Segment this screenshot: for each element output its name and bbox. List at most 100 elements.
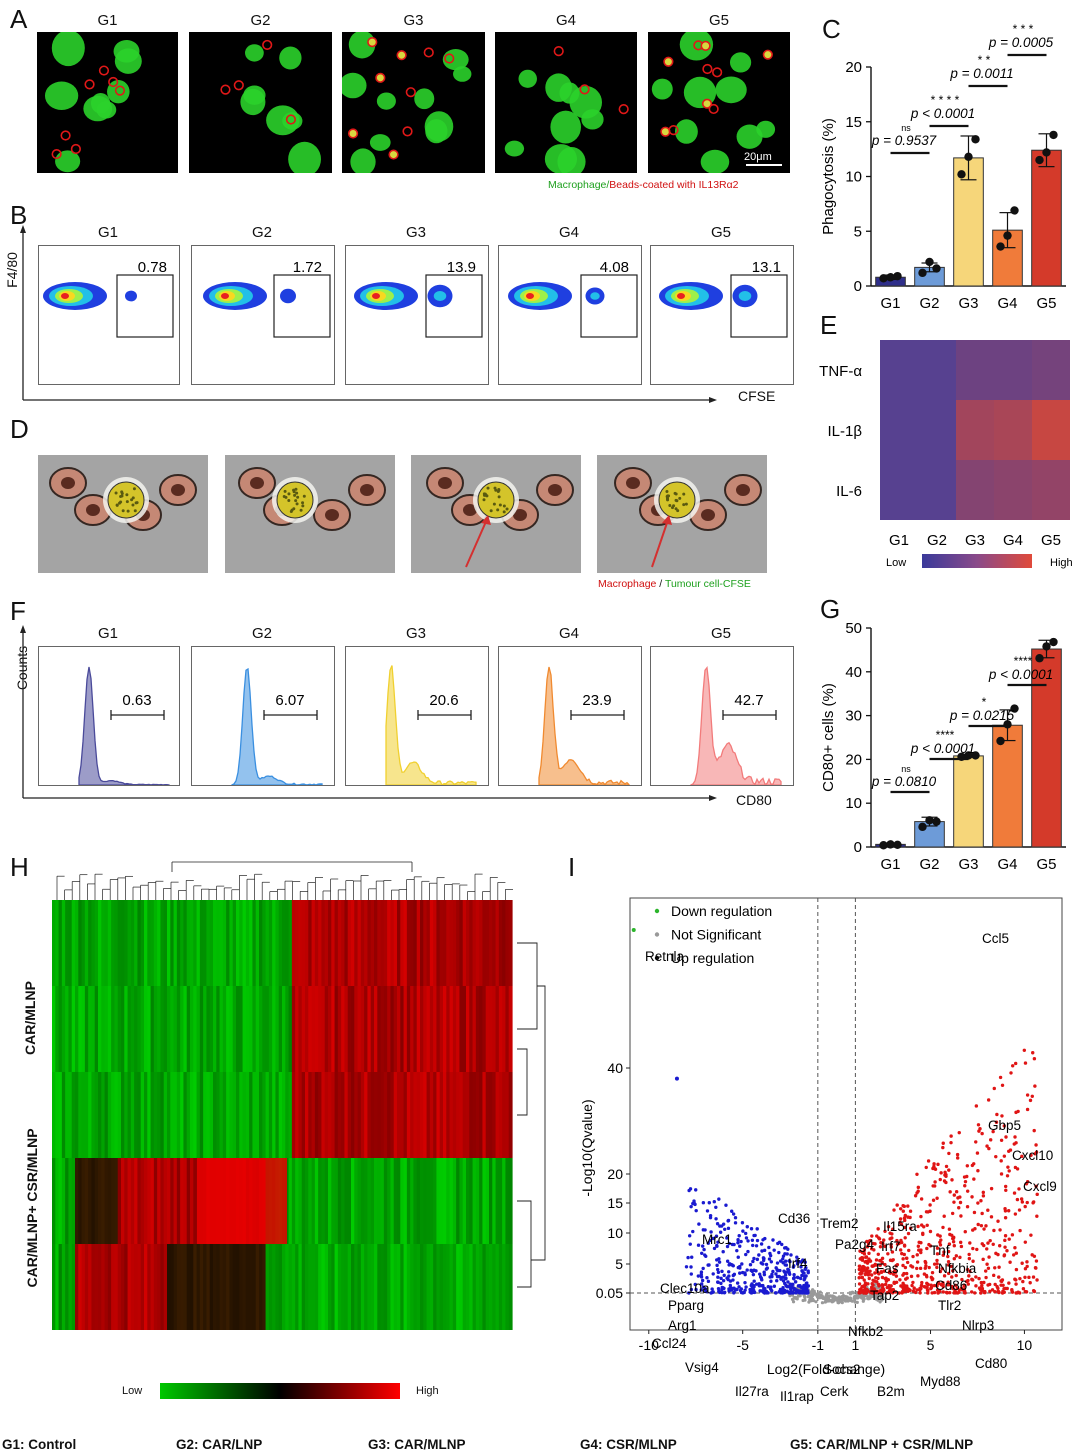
heatmap-cell bbox=[880, 460, 918, 520]
gene-label: Trem2 bbox=[820, 1216, 859, 1231]
timelapse-frame-3 bbox=[411, 455, 581, 573]
panel-a-legend: Macrophage/Beads-coated with IL13Rα2 bbox=[548, 179, 739, 191]
gene-label: Fas bbox=[876, 1261, 899, 1276]
x-tick-label: G1 bbox=[880, 295, 900, 312]
panel-b-group-label: G2 bbox=[251, 224, 272, 241]
gene-label: Vsig4 bbox=[685, 1360, 719, 1375]
gate-percentage: 13.9 bbox=[447, 259, 476, 276]
data-point bbox=[971, 751, 980, 760]
panel-d-label: D bbox=[10, 414, 29, 444]
significance-stars: * * * * bbox=[931, 93, 960, 107]
panel-b-group-label: G5 bbox=[710, 224, 731, 241]
timelapse-frame-2 bbox=[225, 455, 395, 573]
panel-f-axes bbox=[20, 625, 717, 801]
micrograph-cells bbox=[189, 32, 332, 173]
panel-i-label: I bbox=[568, 852, 576, 882]
x-tick-label: G1 bbox=[880, 856, 900, 873]
heatmap-col-label: G1 bbox=[889, 532, 909, 549]
gene-label: Il15ra bbox=[883, 1219, 917, 1234]
data-point bbox=[918, 822, 927, 832]
heatmap-color-scale bbox=[922, 554, 1032, 568]
gene-label: Cd36 bbox=[778, 1211, 810, 1226]
panel-a-group-label: G2 bbox=[250, 12, 271, 29]
y-tick-label: 40 bbox=[607, 1060, 623, 1076]
heatmap-cell bbox=[956, 400, 994, 460]
heatmap-cell bbox=[1032, 400, 1070, 460]
gate-percentage: 0.78 bbox=[138, 259, 167, 276]
histogram-curve: 20.6 bbox=[385, 665, 477, 786]
data-point bbox=[918, 268, 927, 278]
bar-g3 bbox=[953, 755, 984, 848]
timelapse-cells bbox=[411, 455, 581, 573]
histogram-g5: 42.7 bbox=[650, 646, 794, 786]
heatmap-cell bbox=[918, 460, 956, 520]
heatmap-row-label: IL-6 bbox=[836, 483, 862, 500]
bar-g4 bbox=[992, 724, 1023, 848]
x-tick-label: G2 bbox=[919, 856, 939, 873]
timelapse-frame-1 bbox=[38, 455, 208, 573]
x-tick-label: G3 bbox=[958, 295, 978, 312]
gene-label: Irf7 bbox=[881, 1239, 901, 1254]
timelapse-cells bbox=[225, 455, 395, 573]
timelapse-frame-4 bbox=[597, 455, 767, 573]
bar-g5 bbox=[1031, 149, 1062, 287]
heatmap-col-label: G4 bbox=[1003, 532, 1023, 549]
micrograph-g2 bbox=[189, 32, 332, 173]
scale-bar-label: 20μm bbox=[744, 151, 772, 163]
legend-macrophage-d: Macrophage bbox=[598, 578, 657, 590]
significance-stars: **** bbox=[1014, 654, 1033, 668]
histogram-curve: 0.63 bbox=[78, 666, 170, 786]
gene-label: Cerk bbox=[820, 1384, 849, 1399]
micrograph-cells bbox=[37, 32, 178, 173]
significance-stars: ns bbox=[901, 764, 911, 774]
scale-low-label: Low bbox=[886, 557, 906, 569]
x-tick-label: G2 bbox=[919, 295, 939, 312]
gene-label: Tlr2 bbox=[938, 1298, 961, 1313]
panel-f-group-label: G2 bbox=[251, 625, 272, 642]
histogram-curve: 23.9 bbox=[538, 666, 630, 786]
heatmap-cell bbox=[1032, 340, 1070, 400]
p-value-label: p < 0.0001 bbox=[988, 667, 1053, 682]
y-axis-label: CD80+ cells (%) bbox=[820, 683, 837, 792]
heatmap-cell bbox=[956, 340, 994, 400]
y-tick-label: 5 bbox=[854, 223, 862, 240]
gate-percentage: 13.1 bbox=[752, 259, 781, 276]
data-point bbox=[971, 135, 980, 144]
gene-label: Ccl24 bbox=[652, 1336, 687, 1351]
heatmap-row-label: IL-1β bbox=[828, 423, 863, 440]
volcano-legend-item: Up regulation bbox=[671, 950, 754, 966]
y-axis-label: Phagocytosis (%) bbox=[820, 118, 837, 235]
panel-f-xlabel: CD80 bbox=[736, 792, 772, 808]
p-value-label: p = 0.0215 bbox=[949, 708, 1015, 723]
gene-label: Irf4 bbox=[788, 1256, 808, 1271]
gene-label: B2m bbox=[877, 1384, 905, 1399]
timelapse-cells bbox=[597, 455, 767, 573]
gene-label: Arg1 bbox=[668, 1318, 697, 1333]
scale-high-label: High bbox=[1050, 557, 1073, 569]
data-point bbox=[925, 257, 934, 267]
panel-f-group-label: G1 bbox=[97, 625, 118, 642]
data-point bbox=[893, 840, 902, 850]
p-value-label: p < 0.0001 bbox=[910, 106, 975, 121]
panel-f-label: F bbox=[10, 596, 26, 626]
y-tick-label: 50 bbox=[845, 620, 862, 637]
panel-e-label: E bbox=[820, 310, 838, 340]
heatmap-cell bbox=[956, 460, 994, 520]
panel-f-group-label: G4 bbox=[558, 625, 579, 642]
panel-h-label: H bbox=[10, 852, 29, 882]
heatmap-cell bbox=[880, 340, 918, 400]
heatmap-cell bbox=[994, 460, 1032, 520]
p-value-label: p = 0.0810 bbox=[871, 774, 937, 789]
heatmap-cell bbox=[880, 400, 918, 460]
x-tick-label: 5 bbox=[927, 1337, 935, 1353]
gene-label: Cxcl9 bbox=[1023, 1179, 1057, 1194]
flow-plot-g2: 1.72 bbox=[191, 245, 335, 385]
micrograph-cells bbox=[495, 32, 637, 173]
gate-percentage: 20.6 bbox=[429, 692, 458, 709]
footer-g2: G2: CAR/LNP bbox=[176, 1437, 263, 1452]
flow-density: 4.08 bbox=[508, 259, 638, 338]
legend-tumour: Tumour cell-CFSE bbox=[664, 578, 751, 590]
gene-label: Socs2 bbox=[823, 1362, 861, 1377]
